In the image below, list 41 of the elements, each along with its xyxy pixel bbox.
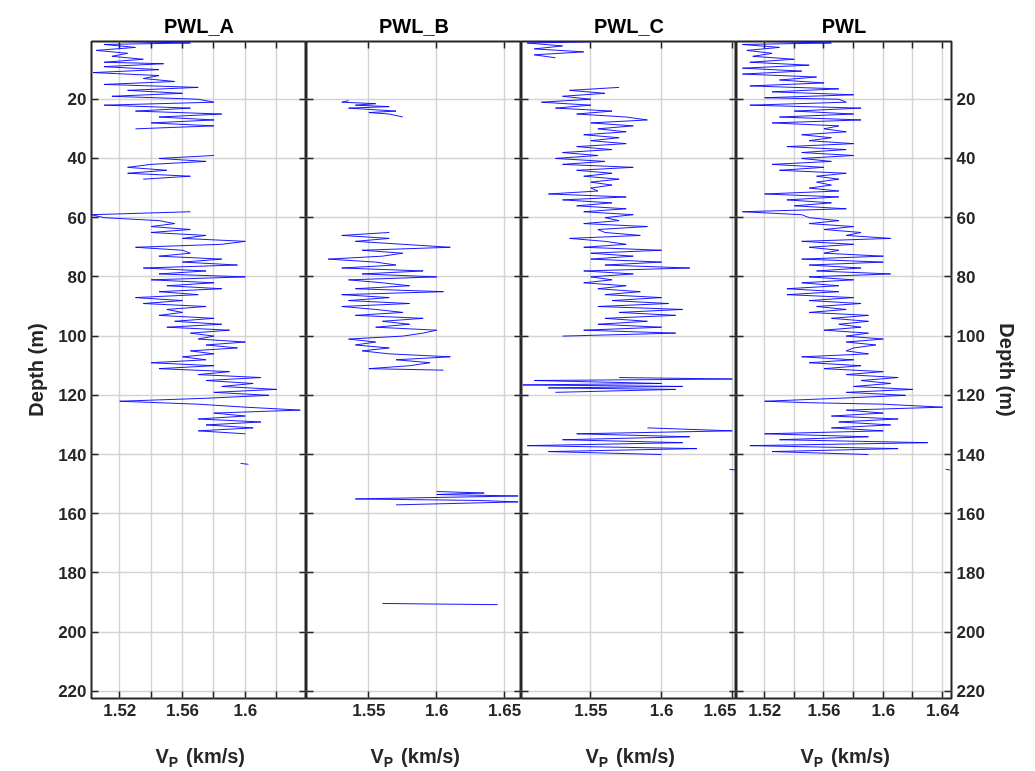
y2-tick-label: 60	[956, 208, 976, 228]
x-tick-label: 1.6	[233, 700, 258, 720]
x-tick-label: 1.65	[703, 700, 737, 720]
y-tick-label: 180	[58, 563, 87, 583]
y2-tick-label: 180	[956, 563, 985, 583]
x-tick-label: 1.6	[871, 700, 896, 720]
y-tick-label: 80	[67, 267, 87, 287]
y2-tick-label: 220	[956, 682, 985, 702]
y2-tick-label: 80	[956, 267, 976, 287]
y2-tick-label: 20	[956, 90, 976, 110]
chart-title: PWL	[821, 14, 867, 37]
y2-tick-label: 100	[956, 327, 985, 347]
y-tick-label: 20	[67, 90, 87, 110]
x-tick-label: 1.55	[574, 700, 608, 720]
y-tick-label: 200	[58, 623, 87, 643]
x-tick-label: 1.64	[926, 700, 960, 720]
y2-tick-label: 160	[956, 504, 985, 524]
y-tick-label: 140	[58, 445, 87, 465]
x-tick-label: 1.56	[165, 700, 200, 720]
y2-tick-label: 120	[956, 386, 985, 406]
y2-tick-label: 140	[956, 445, 985, 465]
x-tick-label: 1.6	[424, 700, 449, 720]
y-tick-label: 60	[67, 208, 87, 228]
x-tick-label: 1.52	[103, 700, 137, 720]
y-tick-label: 120	[58, 386, 87, 406]
chart-title: PWL_C	[594, 14, 664, 37]
y2-axis-title: Depth (m)	[995, 323, 1018, 417]
chart-title: PWL_B	[379, 14, 449, 37]
chart-title: PWL_A	[164, 14, 234, 37]
x-tick-label: 1.56	[807, 700, 841, 720]
y-axis-title: Depth (m)	[25, 323, 48, 417]
y2-tick-label: 40	[956, 149, 976, 169]
x-tick-label: 1.65	[488, 700, 522, 720]
x-tick-label: 1.6	[649, 700, 674, 720]
y-tick-label: 160	[58, 504, 87, 524]
y-tick-label: 220	[58, 682, 87, 702]
x-tick-label: 1.55	[352, 700, 386, 720]
x-tick-label: 1.52	[748, 700, 782, 720]
y2-tick-label: 200	[956, 623, 985, 643]
y-tick-label: 100	[58, 327, 87, 347]
y-tick-label: 40	[67, 149, 87, 169]
